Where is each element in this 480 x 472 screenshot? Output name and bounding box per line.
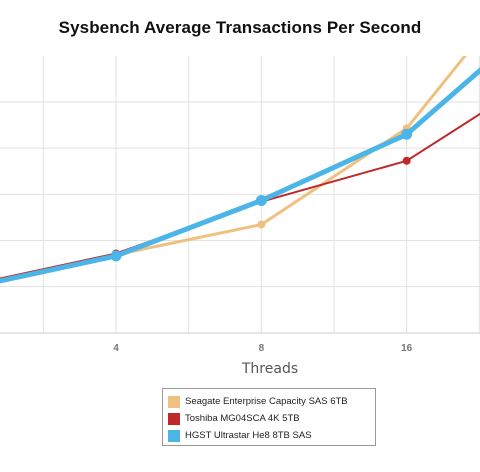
data-point [257, 220, 266, 229]
series-line [0, 112, 480, 280]
series-group [0, 56, 480, 284]
data-point [401, 128, 413, 140]
x-tick-label: 4 [113, 343, 119, 354]
data-point [255, 195, 267, 207]
x-tick-label: 16 [401, 343, 413, 354]
legend-label: Seagate Enterprise Capacity SAS 6TB [185, 396, 348, 407]
legend-swatch [168, 412, 180, 425]
x-axis-title: Threads [241, 361, 298, 377]
legend-swatch [168, 395, 180, 408]
data-point [110, 250, 122, 262]
series-line [0, 67, 480, 284]
x-tick-label: 8 [259, 343, 265, 354]
legend-item[interactable]: Toshiba MG04SCA 4K 5TB [163, 410, 375, 427]
series-line [0, 56, 467, 284]
legend-swatch [168, 429, 180, 442]
vertical-gridlines [42, 56, 480, 333]
horizontal-gridlines [0, 101, 480, 334]
data-point [402, 156, 411, 165]
legend-item[interactable]: Seagate Enterprise Capacity SAS 6TB [163, 393, 375, 410]
legend-label: Toshiba MG04SCA 4K 5TB [185, 413, 300, 424]
chart-title: Sysbench Average Transactions Per Second [58, 18, 422, 37]
legend-label: HGST Ultrastar He8 8TB SAS [185, 430, 312, 441]
legend-item[interactable]: HGST Ultrastar He8 8TB SAS [163, 427, 375, 444]
chart-legend[interactable]: Seagate Enterprise Capacity SAS 6TB Toshi… [162, 388, 376, 446]
